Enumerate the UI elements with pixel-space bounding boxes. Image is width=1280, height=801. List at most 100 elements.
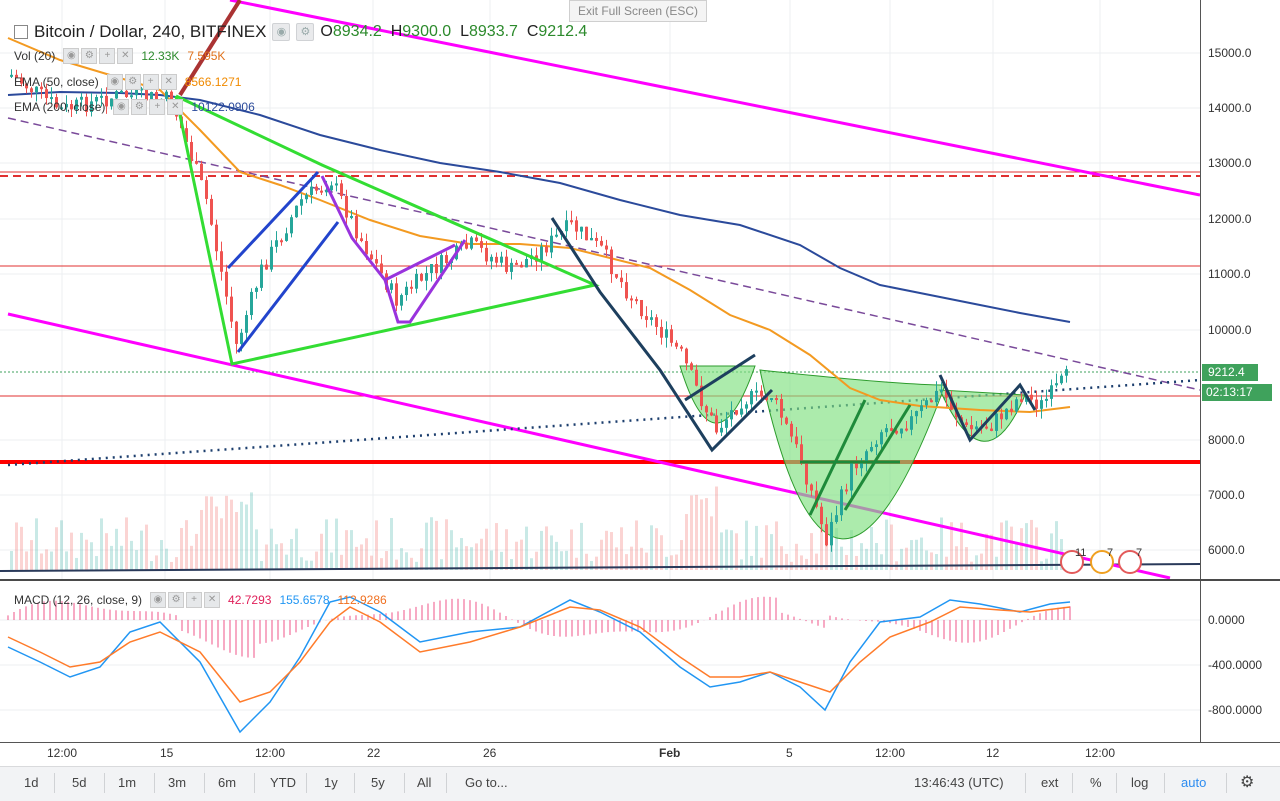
candle-body	[550, 235, 553, 253]
candle-body	[675, 342, 678, 347]
purple-pattern-2	[384, 243, 456, 282]
vol-buttons[interactable]: ◉ ⚙ + ✕	[63, 48, 134, 64]
candle-body	[325, 190, 328, 193]
volume-bar	[805, 558, 808, 570]
candle-body	[885, 428, 888, 433]
time-tick: 12:00	[875, 746, 906, 760]
collapse-icon[interactable]	[14, 25, 28, 39]
macd-tick: -800.0000	[1208, 703, 1263, 717]
settings-icon[interactable]: ⚙	[1240, 774, 1255, 791]
range-5y-button[interactable]: 5y	[371, 775, 385, 790]
range-3m-button[interactable]: 3m	[168, 775, 187, 790]
candle-body	[320, 190, 323, 193]
auto-scale-toggle[interactable]: auto	[1181, 775, 1207, 790]
candle-body	[875, 444, 878, 448]
cup-pattern-main	[759, 369, 946, 540]
candle-body	[185, 128, 188, 142]
ema-200-line	[7, 90, 1071, 323]
candle-body	[545, 246, 548, 253]
plus-icon[interactable]: +	[142, 74, 159, 90]
event-badge-1[interactable]	[1060, 550, 1084, 574]
eye-icon[interactable]: ◉	[272, 23, 291, 41]
eye-icon[interactable]: ◉	[113, 99, 130, 115]
percent-scale-toggle[interactable]: %	[1090, 775, 1102, 790]
range-5d-button[interactable]: 5d	[72, 775, 87, 790]
vol-label[interactable]: Vol (20)	[14, 49, 56, 63]
eye-icon[interactable]: ◉	[63, 48, 80, 64]
candle-body	[605, 245, 608, 250]
volume-bar	[195, 533, 198, 570]
range-ytd-button[interactable]: YTD	[270, 775, 296, 790]
symbol-title[interactable]: Bitcoin / Dollar, 240, BITFINEX	[34, 22, 267, 41]
ema50-buttons[interactable]: ◉ ⚙ + ✕	[106, 74, 177, 90]
ema200-buttons[interactable]: ◉ ⚙ + ✕	[113, 99, 184, 115]
event-badge-3[interactable]	[1118, 550, 1142, 574]
volume-bar	[90, 542, 93, 570]
volume-bar	[120, 545, 123, 570]
candle-body	[225, 271, 228, 297]
goto-button[interactable]: Go to...	[465, 775, 508, 790]
volume-bar	[520, 539, 523, 570]
range-1d-button[interactable]: 1d	[24, 775, 39, 790]
time-axis-line	[0, 742, 1280, 743]
pane-separator[interactable]	[0, 579, 1280, 581]
candle-body	[270, 246, 273, 270]
candle-body	[820, 506, 823, 525]
brown-line	[178, 0, 242, 97]
close-icon[interactable]: ✕	[117, 48, 134, 64]
volume-bar	[15, 522, 18, 570]
candle-body	[810, 484, 813, 491]
macd-chart-svg[interactable]	[0, 582, 1200, 742]
close-icon[interactable]: ✕	[204, 592, 221, 608]
candle-body	[950, 397, 953, 410]
range-1m-button[interactable]: 1m	[118, 775, 137, 790]
current-price-tag: 9212.4	[1202, 364, 1258, 381]
volume-bar	[570, 529, 573, 570]
ema200-label[interactable]: EMA (200, close)	[14, 100, 106, 114]
macd-label[interactable]: MACD (12, 26, close, 9)	[14, 593, 143, 607]
gear-icon[interactable]: ⚙	[81, 48, 98, 64]
navy-zigzag-2	[684, 353, 756, 402]
event-badge-2[interactable]	[1090, 550, 1114, 574]
gear-icon[interactable]: ⚙	[124, 74, 141, 90]
range-all-button[interactable]: All	[417, 775, 432, 790]
eye-icon[interactable]: ◉	[106, 74, 123, 90]
macd-pane[interactable]	[0, 582, 1200, 742]
volume-bar	[245, 504, 248, 570]
volume-bar	[190, 545, 193, 570]
volume-bar	[495, 523, 498, 570]
close-icon[interactable]: ✕	[167, 99, 184, 115]
gear-icon[interactable]: ⚙	[131, 99, 148, 115]
plus-icon[interactable]: +	[149, 99, 166, 115]
eye-icon[interactable]: ◉	[150, 592, 167, 608]
ema50-label[interactable]: EMA (50, close)	[14, 75, 99, 89]
macd-buttons[interactable]: ◉ ⚙ + ✕	[150, 592, 221, 608]
volume-bar	[1000, 522, 1003, 570]
exit-fullscreen-button[interactable]: Exit Full Screen (ESC)	[569, 0, 708, 22]
candle-body	[40, 86, 43, 90]
close-icon[interactable]: ✕	[160, 74, 177, 90]
utc-clock[interactable]: 13:46:43 (UTC)	[914, 775, 1004, 790]
candle-body	[715, 415, 718, 433]
range-6m-button[interactable]: 6m	[218, 775, 237, 790]
time-tick: 12:00	[1085, 746, 1116, 760]
gear-icon[interactable]: ⚙	[168, 592, 185, 608]
ext-hours-toggle[interactable]: ext	[1041, 775, 1059, 790]
candle-body	[110, 98, 113, 107]
plus-icon[interactable]: +	[186, 592, 203, 608]
plus-icon[interactable]: +	[99, 48, 116, 64]
log-scale-toggle[interactable]: log	[1131, 775, 1149, 790]
candle-body	[840, 489, 843, 516]
candle-body	[195, 161, 198, 164]
candle-body	[765, 396, 768, 401]
main-chart-pane[interactable]: Exit Full Screen (ESC) Bitcoin / Dollar,…	[0, 0, 1200, 580]
volume-bar	[305, 560, 308, 570]
range-1y-button[interactable]: 1y	[324, 775, 338, 790]
volume-bar	[310, 560, 313, 570]
gear-icon[interactable]: ⚙	[296, 23, 315, 41]
main-chart-svg[interactable]	[0, 0, 1200, 580]
candle-body	[125, 90, 128, 98]
channel-upper-line	[229, 0, 1200, 197]
candle-body	[435, 264, 438, 274]
candle-body	[220, 251, 223, 272]
